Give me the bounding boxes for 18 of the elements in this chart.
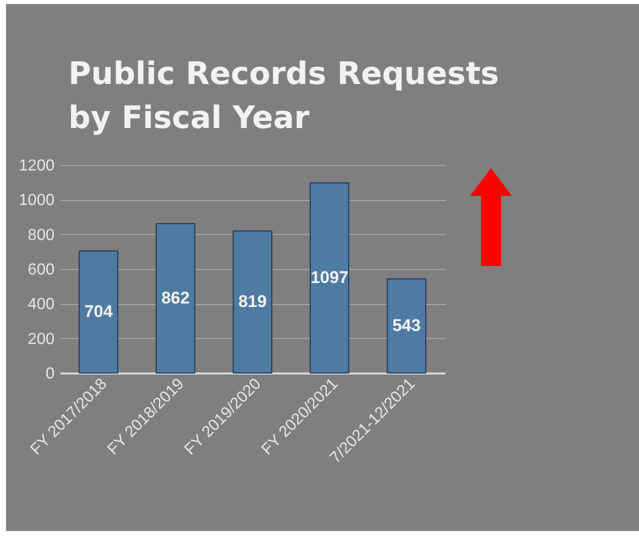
y-tick-label: 1000 <box>18 192 55 210</box>
chart-title: Public Records Requests by Fiscal Year <box>68 56 500 136</box>
data-label: 819 <box>238 292 267 312</box>
data-label: 704 <box>84 302 114 321</box>
data-label: 862 <box>161 288 190 308</box>
y-tick-label: 200 <box>28 330 55 348</box>
y-tick-label: 0 <box>46 366 55 382</box>
bar <box>386 278 426 374</box>
data-label: 1097 <box>310 268 348 287</box>
data-label: 543 <box>392 316 421 335</box>
y-tick-label: 400 <box>28 296 55 314</box>
bar <box>232 230 272 374</box>
bar <box>310 182 350 374</box>
y-tick-label: 800 <box>28 226 55 244</box>
bar <box>78 250 118 374</box>
bar <box>156 223 196 374</box>
y-tick-label: 600 <box>28 262 55 278</box>
y-tick-label: 1200 <box>18 158 55 174</box>
